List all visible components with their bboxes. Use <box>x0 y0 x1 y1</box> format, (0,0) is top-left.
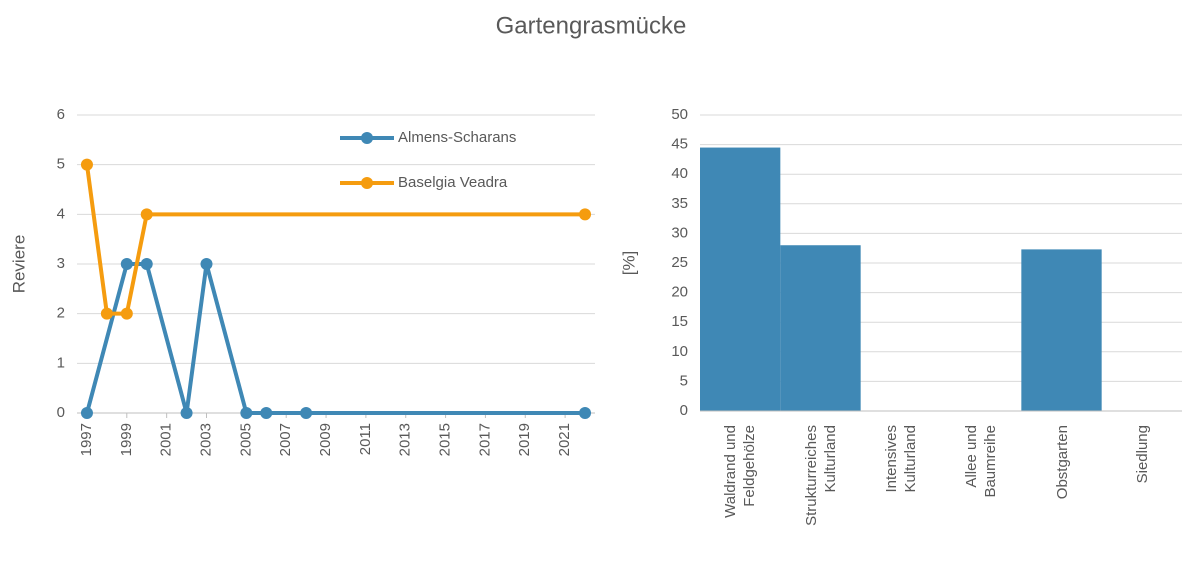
x-tick-label: 2011 <box>357 423 374 455</box>
x-tick-label: Strukturreiches Kulturland <box>802 425 839 526</box>
x-tick-label: 1999 <box>118 423 135 456</box>
x-tick-label: 2001 <box>158 423 175 456</box>
x-tick-label: Intensives Kulturland <box>882 425 919 493</box>
marker <box>300 407 313 419</box>
y-tick-label: 0 <box>57 404 65 421</box>
legend-label: Almens-Scharans <box>398 129 516 146</box>
marker <box>200 258 213 270</box>
marker <box>240 407 253 419</box>
y-tick-label: 1 <box>57 354 65 371</box>
marker <box>140 258 153 270</box>
y-tick-label: 45 <box>671 136 688 153</box>
y-tick-label: 6 <box>57 106 65 123</box>
x-tick-label: 2005 <box>237 423 254 456</box>
y-tick-label: 30 <box>671 224 688 241</box>
x-tick-label: 2021 <box>556 423 573 456</box>
y-tick-label: 10 <box>671 343 688 360</box>
x-tick-label: Allee und Baumreihe <box>963 425 1000 498</box>
marker <box>100 307 113 320</box>
marker <box>260 407 273 419</box>
marker <box>140 208 153 221</box>
bar <box>700 147 781 411</box>
y-tick-label: 5 <box>57 156 65 173</box>
y-tick-label: 15 <box>671 313 688 330</box>
y-tick-label: 0 <box>680 402 688 419</box>
marker <box>80 158 93 171</box>
line <box>84 164 586 316</box>
marker <box>579 407 592 419</box>
marker <box>180 407 193 419</box>
bar <box>1021 249 1102 411</box>
marker <box>80 407 93 419</box>
marker <box>579 208 592 221</box>
x-tick-label: 2003 <box>197 423 214 456</box>
y-tick-label: 20 <box>671 284 688 301</box>
x-tick-label: 2019 <box>516 423 533 456</box>
x-tick-label: 2009 <box>317 423 334 456</box>
x-tick-label: 2013 <box>397 423 414 456</box>
legend-marker <box>361 132 373 144</box>
x-tick-label: 2017 <box>476 423 493 456</box>
x-tick-label: 2015 <box>437 423 454 456</box>
y-tick-label: 5 <box>680 372 688 389</box>
y-tick-label: 35 <box>671 195 688 212</box>
y-tick-label: 3 <box>57 255 65 272</box>
x-tick-label: 2007 <box>277 423 294 456</box>
y-tick-label: 50 <box>671 106 688 123</box>
legend-label: Baselgia Veadra <box>398 174 508 191</box>
y-tick-label: 2 <box>57 305 65 322</box>
y-axis-label: [%] <box>619 251 638 276</box>
x-tick-label: 1997 <box>78 423 95 456</box>
legend-marker <box>361 177 373 189</box>
line <box>85 262 586 415</box>
y-tick-label: 4 <box>57 205 65 222</box>
marker <box>120 258 133 270</box>
y-axis-label: Reviere <box>9 235 28 294</box>
x-tick-label: Siedlung <box>1133 425 1151 484</box>
x-tick-label: Waldrand und Feldgehölze <box>722 425 759 518</box>
marker <box>120 307 133 320</box>
bar <box>780 245 861 411</box>
y-tick-label: 40 <box>671 165 688 182</box>
x-tick-label: Obstgarten <box>1053 425 1070 500</box>
title: Gartengrasmücke <box>496 12 687 39</box>
y-tick-label: 25 <box>671 254 688 271</box>
